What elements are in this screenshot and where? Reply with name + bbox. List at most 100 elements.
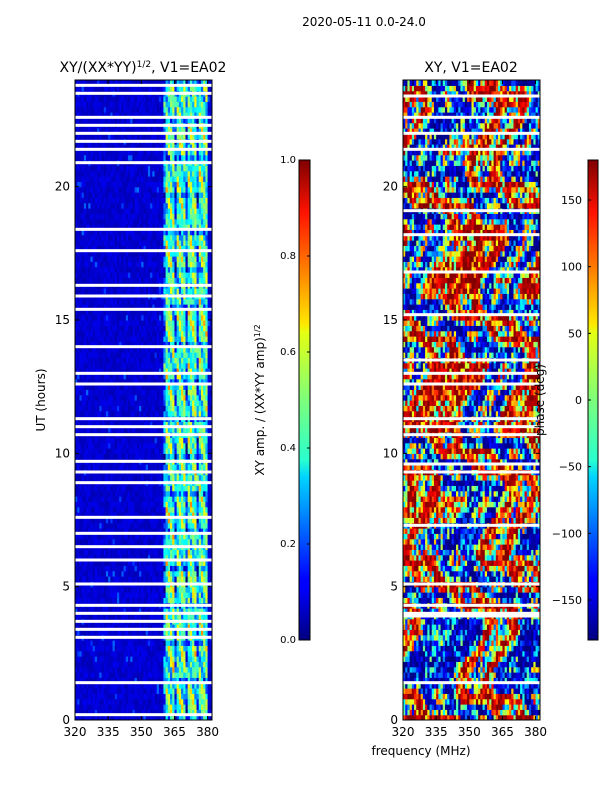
amplitude-cell (165, 421, 169, 428)
amplitude-cell (79, 565, 83, 572)
amplitude-cell (147, 597, 151, 604)
amplitude-cell (119, 570, 122, 577)
amplitude-cell (172, 394, 176, 401)
amplitude-cell (165, 517, 169, 524)
amplitude-cell (178, 405, 182, 412)
amplitude-cell (172, 688, 176, 694)
amplitude-cell (116, 336, 120, 342)
amplitude-cell (172, 314, 176, 321)
amplitude-cell (167, 640, 171, 646)
amplitude-cell (196, 410, 200, 417)
amplitude-cell (209, 341, 212, 348)
amplitude-cell (119, 330, 122, 337)
amplitude-cell (189, 640, 193, 646)
amplitude-cell (185, 474, 189, 481)
amplitude-cell (88, 672, 92, 678)
amplitude-cell (196, 394, 200, 401)
amplitude-cell (141, 666, 145, 673)
amplitude-cell (167, 352, 171, 358)
amplitude-cell (187, 666, 191, 673)
amplitude-cell (79, 448, 83, 454)
amplitude-cell (158, 565, 162, 572)
amplitude-cell (88, 352, 92, 358)
amplitude-cell (158, 304, 162, 310)
amplitude-cell (121, 325, 125, 332)
amplitude-cell (130, 437, 134, 444)
amplitude-cell (192, 384, 195, 390)
amplitude-cell (165, 485, 169, 492)
amplitude-cell (185, 709, 189, 716)
amplitude-cell (136, 485, 140, 492)
amplitude-cell (97, 410, 100, 417)
amplitude-cell (147, 688, 151, 694)
amplitude-cell (174, 373, 178, 380)
amplitude-cell (81, 325, 85, 332)
amplitude-cell (92, 341, 96, 348)
amplitude-cell (103, 453, 107, 460)
amplitude-cell (110, 672, 114, 678)
amplitude-cell (150, 309, 153, 316)
amplitude-cell (207, 405, 211, 412)
amplitude-cell (139, 501, 142, 508)
amplitude-cell (167, 682, 171, 689)
amplitude-cell (132, 672, 136, 678)
amplitude-cell (116, 309, 120, 316)
amplitude-cell (132, 517, 136, 524)
amplitude-cell (119, 394, 122, 401)
amplitude-cell (105, 709, 109, 716)
amplitude-cell (79, 666, 83, 673)
amplitude-cell (165, 384, 169, 390)
amplitude-cell (114, 314, 118, 321)
amplitude-cell (119, 613, 122, 620)
amplitude-cell (194, 421, 198, 428)
amplitude-cell (185, 549, 189, 556)
amplitude-cell (114, 565, 118, 572)
amplitude-cell (172, 554, 176, 561)
amplitude-cell (187, 538, 191, 545)
amplitude-cell (172, 378, 176, 385)
amplitude-cell (125, 666, 129, 673)
amplitude-cell (161, 528, 164, 534)
amplitude-cell (158, 336, 162, 342)
left-title-main: XY/(XX*YY) (60, 60, 137, 76)
amplitude-cell (147, 613, 151, 620)
amplitude-cell (174, 549, 178, 556)
amplitude-cell (83, 320, 87, 326)
amplitude-cell (176, 304, 180, 310)
amplitude-cell (94, 384, 98, 390)
amplitude-cell (152, 677, 156, 684)
amplitude-cell (192, 608, 195, 614)
amplitude-cell (112, 512, 116, 518)
amplitude-cell (79, 320, 83, 326)
amplitude-cell (97, 704, 100, 710)
amplitude-cell (108, 288, 111, 294)
amplitude-cell (154, 682, 158, 689)
amplitude-cell (194, 682, 198, 689)
amplitude-cell (145, 714, 149, 720)
amplitude-cell (141, 298, 145, 305)
amplitude-cell (108, 298, 111, 305)
amplitude-cell (207, 528, 211, 534)
amplitude-cell (187, 389, 191, 396)
amplitude-cell (88, 485, 92, 492)
amplitude-cell (185, 538, 189, 545)
amplitude-cell (103, 405, 107, 412)
amplitude-cell (174, 394, 178, 401)
amplitude-cell (194, 437, 198, 444)
amplitude-cell (92, 698, 96, 705)
amplitude-cell (200, 512, 204, 518)
amplitude-cell (128, 490, 131, 497)
amplitude-cell (130, 666, 134, 673)
amplitude-cell (77, 448, 81, 454)
amplitude-cell (99, 538, 103, 545)
amplitude-cell (114, 336, 118, 342)
amplitude-cell (156, 672, 160, 678)
amplitude-cell (88, 528, 92, 534)
amplitude-cell (79, 522, 83, 529)
amplitude-cell (123, 485, 127, 492)
amplitude-cell (94, 576, 98, 582)
amplitude-cell (116, 405, 120, 412)
amplitude-cell (81, 613, 85, 620)
amplitude-cell (150, 442, 153, 449)
amplitude-cell (200, 570, 204, 577)
